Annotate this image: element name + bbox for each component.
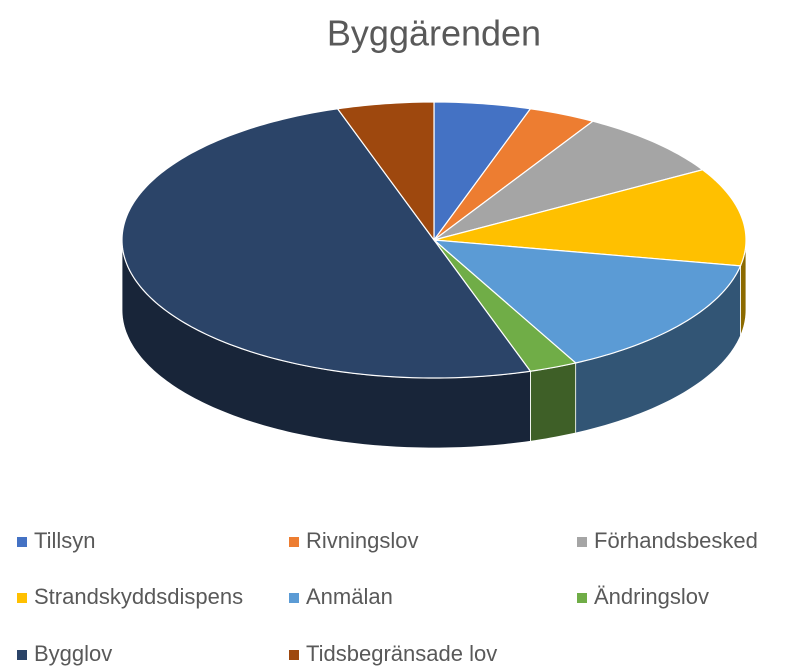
legend-swatch: [17, 593, 27, 603]
legend-item: Ändringslov: [577, 584, 709, 609]
legend-swatch: [289, 537, 299, 547]
legend-label: Rivningslov: [306, 528, 419, 553]
legend-label: Tidsbegränsade lov: [306, 641, 497, 666]
legend-item: Tidsbegränsade lov: [289, 641, 497, 666]
legend-item: Förhandsbesked: [577, 528, 758, 553]
slice: [121, 108, 532, 379]
legend-item: Tillsyn: [17, 528, 96, 553]
slice: [433, 101, 532, 242]
legend-swatch: [577, 593, 587, 603]
legend-swatch: [17, 650, 27, 660]
pie-sides: [121, 239, 747, 449]
legend-item: Rivningslov: [289, 528, 419, 553]
legend-label: Tillsyn: [34, 528, 96, 553]
slice: [432, 239, 742, 364]
slice-side: [530, 362, 577, 442]
legend-label: Förhandsbesked: [594, 528, 758, 553]
legend-swatch: [289, 593, 299, 603]
legend-swatch: [289, 650, 299, 660]
pie-top: [121, 101, 747, 379]
slice: [336, 101, 435, 242]
legend-item: Anmälan: [289, 584, 393, 609]
slice: [433, 108, 595, 241]
slice: [433, 239, 577, 372]
chart-title: Byggärenden: [327, 13, 541, 54]
legend-swatch: [17, 537, 27, 547]
legend-item: Bygglov: [17, 641, 112, 666]
legend-label: Ändringslov: [594, 584, 709, 609]
slice: [433, 169, 747, 267]
legend-label: Anmälan: [306, 584, 393, 609]
slice: [433, 120, 704, 241]
legend-item: Strandskyddsdispens: [17, 584, 243, 609]
legend-label: Bygglov: [34, 641, 112, 666]
legend-label: Strandskyddsdispens: [34, 584, 243, 609]
legend-swatch: [577, 537, 587, 547]
